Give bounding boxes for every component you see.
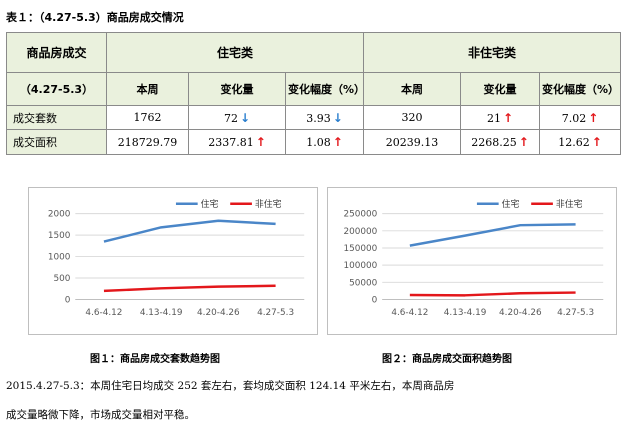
res-change-units: 72 xyxy=(223,111,238,125)
non-pct-units: 7.02 xyxy=(561,111,587,125)
non-week-area: 20239.13 xyxy=(363,129,461,155)
summary-line-2: 成交量略微下降，市场成交量相对平稳。 xyxy=(6,409,195,421)
x-tick-label: 4.13-4.19 xyxy=(140,308,183,318)
x-tick-label: 4.20-4.26 xyxy=(197,308,240,318)
y-tick-label: 1500 xyxy=(48,231,71,241)
non-week-units: 320 xyxy=(363,105,461,130)
non-change-units-cell: 21 ↑ xyxy=(460,105,540,130)
res-pct-area-cell: 1.08 ↑ xyxy=(285,129,364,155)
row-label-units: 成交套数 xyxy=(6,105,107,130)
y-tick-label: 100000 xyxy=(343,261,377,271)
row-label-area: 成交面积 xyxy=(6,129,107,155)
x-tick-label: 4.20-4.26 xyxy=(499,308,542,318)
y-tick-label: 1000 xyxy=(48,253,71,263)
corner-label: 商品房成交 xyxy=(6,32,107,73)
x-tick-label: 4.27-5.3 xyxy=(557,308,594,318)
series-line-1 xyxy=(103,284,276,293)
col-header-res-change: 变化量 xyxy=(188,72,286,106)
arrow-up-icon: ↑ xyxy=(255,135,266,149)
x-tick-label: 4.6-4.12 xyxy=(391,308,428,318)
res-pct-area: 1.08 xyxy=(306,136,331,149)
arrow-up-icon: ↑ xyxy=(332,135,343,149)
legend-label: 住宅 xyxy=(201,198,219,210)
y-tick-label: 250000 xyxy=(343,210,377,220)
x-tick-label: 4.6-4.12 xyxy=(85,308,122,318)
series-line-1 xyxy=(409,291,576,297)
col-header-res-pct: 变化幅度（%） xyxy=(285,72,364,106)
figure-caption-units: 图１：商品房成交套数趋势图 xyxy=(90,354,220,365)
transaction-table: 商品房成交 住宅类 非住宅类 （4.27-5.3） 本周 变化量 变化幅度（%）… xyxy=(6,32,621,155)
res-change-area-cell: 2337.81 ↑ xyxy=(188,129,286,155)
units-trend-chart: 0 500 1000 1500 2000 4.6-4.12 4.13-4.19 4.20-4.… xyxy=(28,187,318,335)
col-header-res-week: 本周 xyxy=(106,72,189,106)
period-label: （4.27-5.3） xyxy=(6,72,107,106)
res-pct-units-cell: 3.93 ↓ xyxy=(285,105,364,130)
arrow-up-icon: ↑ xyxy=(591,135,602,149)
arrow-down-icon: ↓ xyxy=(239,110,251,125)
summary-line-1: 2015.4.27-5.3：本周住宅日均成交 252 套左右，套均成交面积 12… xyxy=(6,380,455,392)
units-trend-chart-svg: 0 500 1000 1500 2000 4.6-4.12 4.13-4.19 4.20-4.… xyxy=(48,198,305,318)
col-header-non-week: 本周 xyxy=(363,72,461,106)
non-pct-area-cell: 12.62 ↑ xyxy=(539,129,621,155)
arrow-down-icon: ↓ xyxy=(332,110,343,125)
legend-label: 住宅 xyxy=(502,198,520,210)
non-pct-units-cell: 7.02 ↑ xyxy=(539,105,621,130)
non-change-area-cell: 2268.25 ↑ xyxy=(460,129,540,155)
non-change-area: 2268.25 xyxy=(471,136,517,149)
y-tick-label: 0 xyxy=(372,295,378,305)
res-week-area: 218729.79 xyxy=(106,129,189,155)
non-pct-area: 12.62 xyxy=(558,136,590,149)
col-header-non-change: 变化量 xyxy=(460,72,540,106)
table-row: 成交面积 218729.79 2337.81 ↑ 1.08 ↑ 20239.13 2… xyxy=(6,129,621,155)
x-tick-label: 4.13-4.19 xyxy=(444,308,487,318)
area-trend-chart: 0 50000 100000 150000 200000 250000 4.6-4.12 4.… xyxy=(327,187,617,335)
group-header-residential: 住宅类 xyxy=(106,32,364,73)
y-tick-label: 50000 xyxy=(349,278,378,288)
series-line-0 xyxy=(103,219,276,243)
res-week-units: 1762 xyxy=(106,105,189,130)
res-change-area: 2337.81 xyxy=(208,136,254,149)
x-tick-label: 4.27-5.3 xyxy=(257,308,294,318)
legend-label: 非住宅 xyxy=(255,198,282,210)
y-tick-label: 200000 xyxy=(343,227,377,237)
group-header-nonresidential: 非住宅类 xyxy=(363,32,621,73)
col-header-non-pct: 变化幅度（%） xyxy=(539,72,621,106)
table-row: 成交套数 1762 72 ↓ 3.93 ↓ 320 21 ↑ 7.02 ↑ xyxy=(6,105,621,130)
arrow-up-icon: ↑ xyxy=(502,110,514,125)
arrow-up-icon: ↑ xyxy=(518,135,529,149)
series-line-0 xyxy=(409,223,576,247)
y-tick-label: 2000 xyxy=(48,210,71,220)
y-tick-label: 500 xyxy=(53,274,70,284)
res-change-units-cell: 72 ↓ xyxy=(188,105,286,130)
area-trend-chart-svg: 0 50000 100000 150000 200000 250000 4.6-4.12 4.… xyxy=(343,198,604,318)
figure-caption-area: 图２：商品房成交面积趋势图 xyxy=(382,354,512,365)
legend-label: 非住宅 xyxy=(556,198,583,210)
non-change-units: 21 xyxy=(486,111,501,125)
y-tick-label: 0 xyxy=(65,295,71,305)
table-caption: 表１：（4.27-5.3）商品房成交情况 xyxy=(6,11,184,24)
y-tick-label: 150000 xyxy=(343,244,377,254)
res-pct-units: 3.93 xyxy=(306,111,331,125)
arrow-up-icon: ↑ xyxy=(588,110,599,125)
